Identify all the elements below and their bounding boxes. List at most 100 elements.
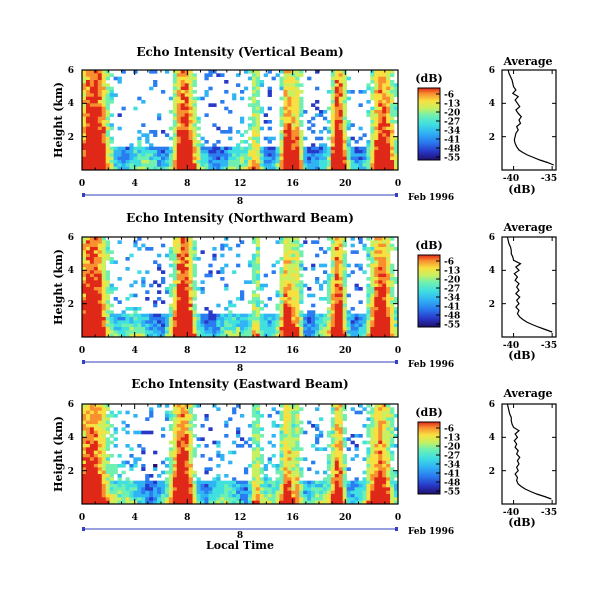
heatmap-cell — [117, 474, 122, 478]
heatmap-cell — [370, 240, 375, 244]
heatmap-cell — [168, 160, 174, 164]
heatmap-cell — [176, 447, 182, 451]
heatmap-cell — [283, 263, 288, 268]
heatmap-cell — [176, 257, 182, 261]
heatmap-cell — [121, 163, 126, 167]
heatmap-cell — [109, 470, 114, 475]
heatmap-cell — [326, 153, 332, 157]
heatmap-cell — [330, 106, 336, 111]
heatmap-cell — [82, 490, 87, 495]
heatmap-cell — [287, 327, 292, 331]
heatmap-cell — [97, 156, 103, 161]
heatmap-cell — [386, 497, 391, 501]
heatmap-cell — [192, 113, 197, 117]
heatmap-cell — [168, 283, 174, 288]
heatmap-cell — [164, 317, 170, 321]
heatmap-cell — [105, 303, 110, 308]
heatmap-cell — [93, 303, 99, 308]
heatmap-cell — [334, 260, 340, 264]
heatmap-cell — [220, 480, 225, 485]
heatmap-cell — [374, 76, 379, 81]
heatmap-cell — [251, 460, 257, 465]
heatmap-cell — [342, 460, 347, 465]
heatmap-cell — [334, 333, 340, 338]
heatmap-cell — [224, 243, 229, 248]
heatmap-cell — [326, 474, 332, 478]
heatmap-cell — [330, 96, 336, 101]
heatmap-cell — [295, 163, 300, 167]
heatmap-cell — [251, 76, 257, 81]
profile-y-tick: 2 — [489, 467, 495, 477]
heatmap-cell — [366, 467, 371, 471]
heatmap-cell — [109, 323, 114, 328]
heatmap-cell — [390, 474, 395, 478]
heatmap-cell — [97, 470, 103, 475]
heatmap-cell — [279, 293, 284, 298]
heatmap-cell — [220, 320, 225, 324]
heatmap-cell — [113, 500, 118, 505]
x-tick-label: 12 — [234, 513, 247, 523]
heatmap-cell — [394, 150, 399, 154]
heatmap-cell — [109, 320, 114, 324]
heatmap-cell — [382, 96, 387, 101]
heatmap-cell — [382, 280, 387, 284]
heatmap-cell — [208, 146, 213, 151]
heatmap-cell — [378, 477, 383, 481]
heatmap-cell — [279, 484, 284, 488]
heatmap-cell — [168, 307, 174, 311]
heatmap-cell — [101, 166, 106, 171]
heatmap-cell — [326, 497, 332, 501]
heatmap-cell — [275, 317, 280, 321]
heatmap-cell — [105, 240, 110, 244]
heatmap-cell — [303, 317, 308, 321]
heatmap-cell — [212, 146, 217, 151]
heatmap-cell — [105, 103, 110, 107]
heatmap-cell — [291, 273, 296, 278]
heatmap-cell — [390, 140, 395, 144]
heatmap-cell — [299, 130, 304, 134]
heatmap-cell — [255, 283, 261, 288]
heatmap-cell — [378, 140, 383, 144]
heatmap-cell — [382, 146, 387, 151]
heatmap-cell — [89, 484, 95, 488]
heatmap-cell — [267, 166, 272, 171]
heatmap-cell — [101, 464, 106, 468]
heatmap-cell — [295, 323, 300, 328]
heatmap-cell — [390, 103, 395, 107]
heatmap-cell — [180, 303, 185, 308]
heatmap-cell — [188, 407, 193, 411]
heatmap-cell — [295, 123, 300, 127]
heatmap-cell — [287, 106, 292, 111]
heatmap-cell — [168, 313, 174, 318]
heatmap-cell — [374, 106, 379, 111]
heatmap-cell — [236, 323, 241, 328]
heatmap-cell — [338, 277, 343, 281]
heatmap-cell — [291, 474, 296, 478]
heatmap-cell — [370, 494, 375, 498]
heatmap-cell — [311, 240, 316, 244]
heatmap-cell — [93, 497, 99, 501]
heatmap-cell — [232, 160, 237, 164]
heatmap-cell — [161, 150, 166, 154]
heatmap-cell — [157, 327, 162, 331]
heatmap-cell — [307, 293, 312, 298]
heatmap-cell — [85, 100, 91, 104]
heatmap-cell — [287, 260, 292, 264]
heatmap-cell — [93, 323, 99, 328]
heatmap-cell — [334, 263, 340, 268]
heatmap-cell — [97, 103, 103, 107]
heatmap-cell — [157, 297, 162, 301]
heatmap-cell — [184, 300, 189, 304]
heatmap-cell — [279, 444, 284, 448]
heatmap-cell — [291, 287, 296, 291]
heatmap-cell — [382, 460, 387, 465]
heatmap-cell — [192, 287, 197, 291]
heatmap-cell — [97, 447, 103, 451]
heatmap-cell — [370, 477, 375, 481]
heatmap-cell — [188, 273, 193, 278]
heatmap-cell — [236, 317, 241, 321]
heatmap-cell — [322, 150, 328, 154]
date-suffix: Feb 1996 — [408, 193, 454, 203]
heatmap-cell — [326, 283, 332, 288]
heatmap-cell — [338, 257, 343, 261]
